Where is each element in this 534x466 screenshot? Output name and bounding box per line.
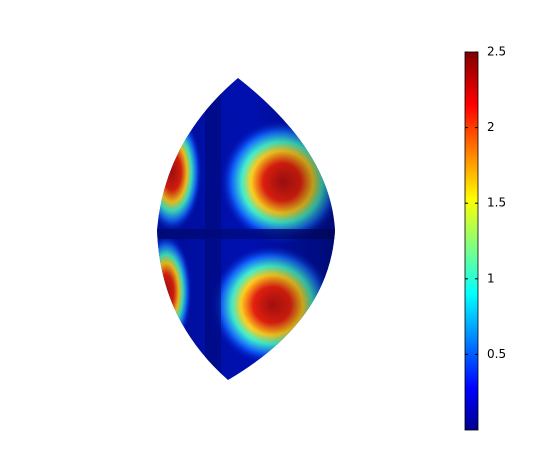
colorbar-tick-label: 2 [487,120,495,134]
colorbar-tick-label: 2.5 [487,45,506,59]
colorbar-tick-label: 0.5 [487,347,506,361]
colorbar-tick-label: 1 [487,271,495,285]
colorbar [464,51,479,431]
colorbar-tick-label: 1.5 [487,196,506,210]
surface [157,78,335,380]
